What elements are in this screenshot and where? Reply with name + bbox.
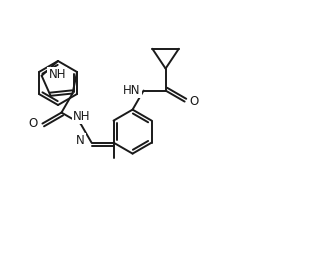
- Text: O: O: [28, 117, 37, 130]
- Text: O: O: [190, 95, 199, 108]
- Text: NH: NH: [49, 68, 66, 81]
- Text: NH: NH: [73, 110, 90, 123]
- Text: HN: HN: [123, 84, 141, 97]
- Text: N: N: [76, 134, 85, 147]
